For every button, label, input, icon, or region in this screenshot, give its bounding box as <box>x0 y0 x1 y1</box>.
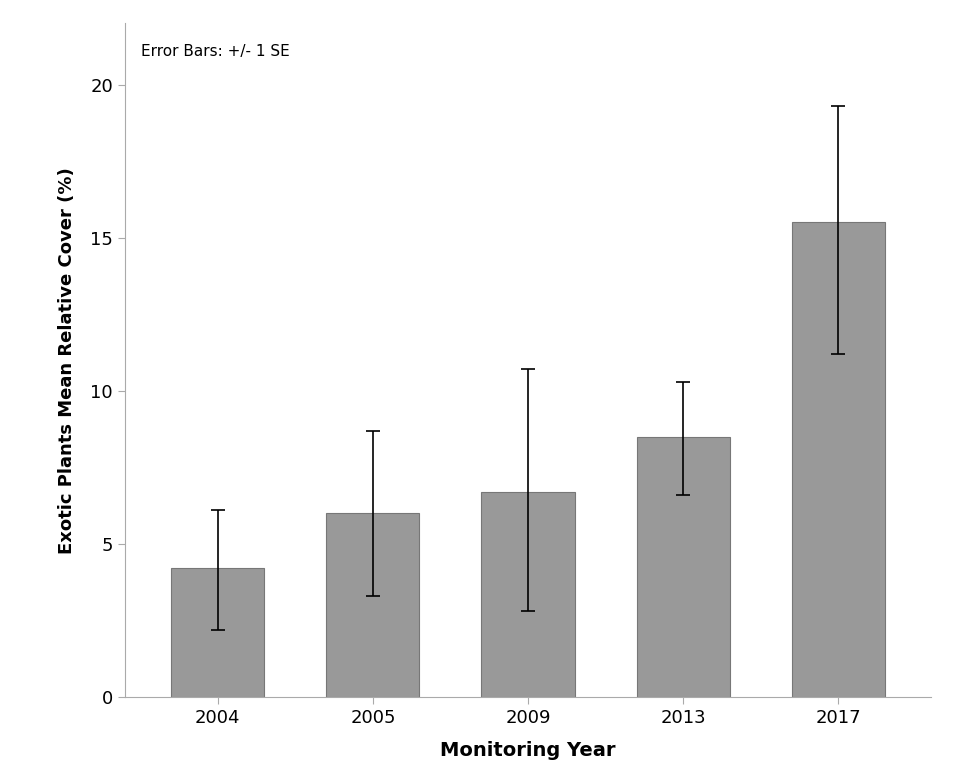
Y-axis label: Exotic Plants Mean Relative Cover (%): Exotic Plants Mean Relative Cover (%) <box>59 167 76 554</box>
Bar <box>326 513 420 697</box>
Bar <box>171 568 264 697</box>
Text: Error Bars: +/- 1 SE: Error Bars: +/- 1 SE <box>141 44 290 59</box>
X-axis label: Monitoring Year: Monitoring Year <box>441 741 615 760</box>
Bar <box>482 492 574 697</box>
Bar <box>792 222 885 697</box>
Bar <box>636 437 730 697</box>
